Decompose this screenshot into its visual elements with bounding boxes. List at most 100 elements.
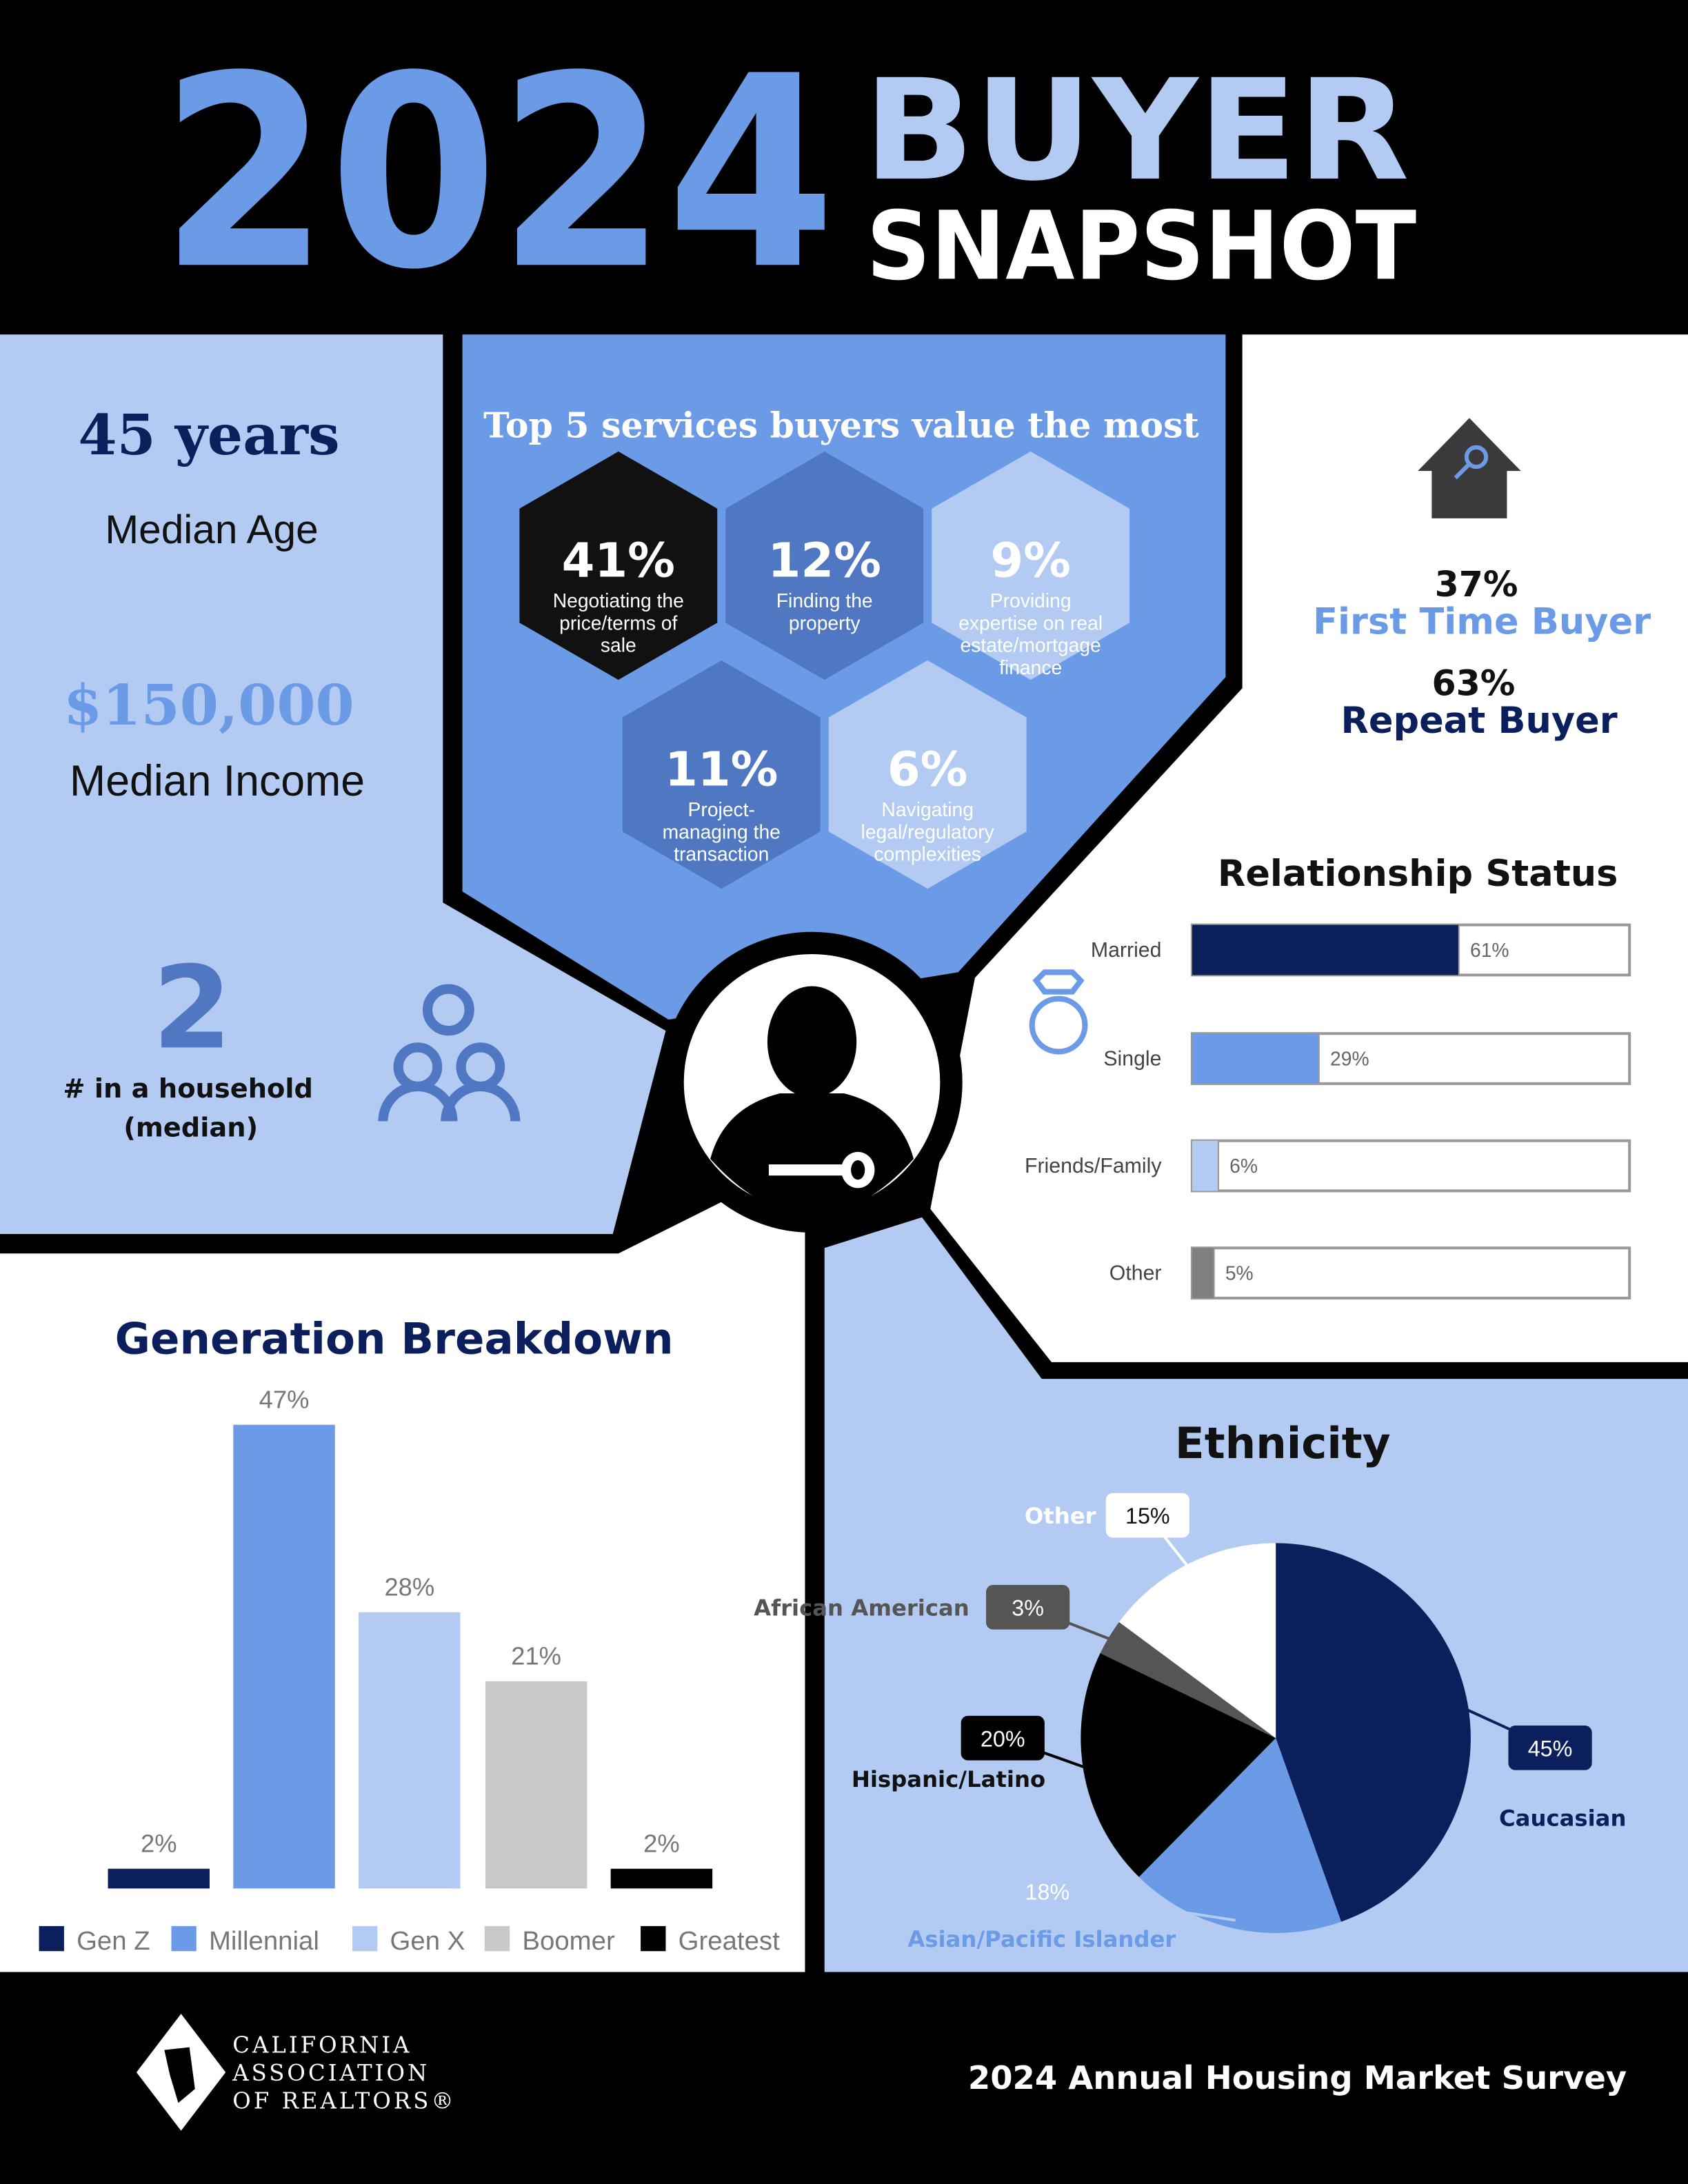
- service-label: Negotiating the: [553, 589, 684, 611]
- bar: [108, 1868, 210, 1889]
- org-name: OF REALTORS®: [232, 2087, 456, 2114]
- ring-icon: [1029, 969, 1088, 1055]
- value-label: 29%: [1330, 1048, 1369, 1070]
- service-hexagon: [932, 451, 1130, 680]
- service-label: expertise on real: [958, 611, 1103, 634]
- value-label: 6%: [1229, 1155, 1258, 1177]
- service-label: managing the: [663, 820, 781, 842]
- bar: [359, 1612, 461, 1889]
- category-label: Caucasian: [1499, 1805, 1627, 1831]
- bar-track: [1190, 1139, 1631, 1193]
- buyer-label: First Time Buyer: [1313, 600, 1651, 643]
- service-label: price/terms of: [559, 611, 677, 634]
- right-panel: [930, 334, 1688, 1362]
- value-label: 2%: [141, 1829, 177, 1857]
- value-label: 3%: [1012, 1595, 1044, 1620]
- value-tag: [1005, 1869, 1089, 1914]
- services-title: Top 5 services buyers value the most: [483, 405, 1199, 446]
- stat-value: 2: [152, 942, 232, 1075]
- category-label: Single: [1103, 1048, 1161, 1071]
- service-hexagon: [622, 660, 821, 889]
- service-label: transaction: [674, 843, 769, 865]
- value-label: 47%: [259, 1385, 310, 1413]
- service-hexagon: [828, 660, 1027, 889]
- header-year: 2024: [160, 19, 836, 327]
- pie-slice: [1100, 1621, 1276, 1739]
- service-label: Project-: [688, 798, 755, 820]
- service-label: Finding the: [776, 589, 873, 611]
- bar: [233, 1424, 335, 1889]
- logo: [136, 2014, 226, 2131]
- footer-survey: 2024 Annual Housing Market Survey: [968, 2059, 1627, 2096]
- house-icon: [1418, 418, 1521, 518]
- legend-label: Gen Z: [77, 1926, 150, 1956]
- buyer-label: Repeat Buyer: [1340, 700, 1617, 742]
- header-subtitle: SNAPSHOT: [866, 192, 1416, 301]
- stat-value: 45 years: [78, 403, 339, 468]
- stat-label: # in a household: [63, 1073, 313, 1104]
- value-label: 20%: [981, 1726, 1025, 1751]
- service-percent: 11%: [665, 742, 778, 798]
- legend-label: Greatest: [679, 1926, 780, 1956]
- stat-label: Median Age: [105, 507, 318, 552]
- chart-title: Generation Breakdown: [115, 1314, 674, 1364]
- org-name: ASSOCIATION: [232, 2060, 430, 2086]
- category-label: Other: [1109, 1262, 1162, 1285]
- category-label: Friends/Family: [1025, 1155, 1162, 1177]
- service-hexagon: [725, 451, 924, 680]
- pie-slice: [1138, 1738, 1342, 1933]
- legend-swatch: [171, 1925, 197, 1952]
- bar: [610, 1868, 713, 1889]
- service-label: estate/mortgage: [961, 634, 1101, 656]
- legend-swatch: [641, 1925, 666, 1952]
- value-label: 21%: [511, 1642, 561, 1670]
- value-label: 61%: [1470, 939, 1509, 961]
- value-tag: [986, 1585, 1070, 1630]
- bar: [1192, 1248, 1214, 1298]
- service-label: property: [789, 611, 861, 634]
- buyer-percent: 63%: [1432, 663, 1516, 703]
- buyer-percent: 37%: [1435, 564, 1518, 605]
- chart-title: Relationship Status: [1218, 853, 1618, 895]
- value-label: 5%: [1225, 1262, 1254, 1284]
- value-label: 2%: [643, 1829, 680, 1857]
- service-label: Navigating: [881, 798, 974, 820]
- pie-slice: [1276, 1543, 1471, 1922]
- legend-label: Millennial: [209, 1926, 319, 1956]
- category-label: Asian/Pacific Islander: [907, 1926, 1176, 1952]
- value-label: 15%: [1125, 1504, 1170, 1528]
- value-label: 45%: [1528, 1736, 1573, 1761]
- legend-swatch: [484, 1925, 510, 1952]
- pie-slice: [1118, 1543, 1276, 1739]
- bar-track: [1190, 1246, 1631, 1300]
- category-label: Hispanic/Latino: [852, 1766, 1045, 1792]
- service-label: legal/regulatory: [861, 820, 995, 842]
- service-percent: 9%: [990, 534, 1071, 589]
- header-title: BUYER: [863, 50, 1409, 212]
- stat-label: Median Income: [70, 757, 365, 805]
- stat-label: (median): [123, 1113, 258, 1144]
- value-tag: [1508, 1726, 1592, 1770]
- stat-value: $150,000: [63, 673, 354, 738]
- bar: [1192, 1033, 1319, 1084]
- value-tag: [961, 1715, 1045, 1761]
- legend-label: Gen X: [390, 1926, 465, 1956]
- value-tag: [1105, 1493, 1189, 1538]
- value-label: 28%: [384, 1573, 434, 1601]
- category-label: African American: [754, 1595, 969, 1621]
- value-label: 18%: [1025, 1879, 1070, 1904]
- service-percent: 41%: [562, 534, 675, 589]
- person-icon: [661, 931, 963, 1233]
- legend-swatch: [352, 1925, 378, 1952]
- service-label: finance: [999, 656, 1062, 678]
- service-label: Providing: [990, 589, 1072, 611]
- service-hexagon: [519, 451, 718, 680]
- generation-panel: [0, 1200, 805, 1972]
- bar: [1192, 1140, 1219, 1191]
- left-panel: [0, 334, 666, 1235]
- bar: [485, 1681, 587, 1889]
- legend-swatch: [39, 1925, 64, 1952]
- chart-title: Ethnicity: [1175, 1418, 1391, 1468]
- service-percent: 12%: [768, 534, 881, 589]
